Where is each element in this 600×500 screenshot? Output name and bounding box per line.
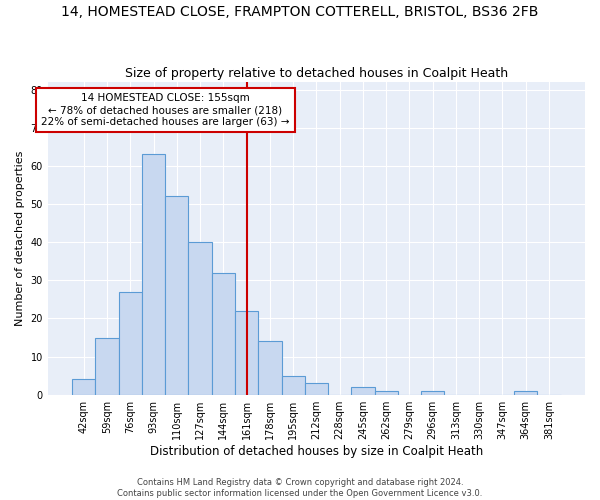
Y-axis label: Number of detached properties: Number of detached properties [15, 150, 25, 326]
Bar [235, 311, 258, 394]
Bar [305, 384, 328, 394]
Text: Contains HM Land Registry data © Crown copyright and database right 2024.
Contai: Contains HM Land Registry data © Crown c… [118, 478, 482, 498]
Bar [165, 196, 188, 394]
Bar [374, 391, 398, 394]
Text: 14, HOMESTEAD CLOSE, FRAMPTON COTTERELL, BRISTOL, BS36 2FB: 14, HOMESTEAD CLOSE, FRAMPTON COTTERELL,… [61, 5, 539, 19]
Text: 14 HOMESTEAD CLOSE: 155sqm
← 78% of detached houses are smaller (218)
22% of sem: 14 HOMESTEAD CLOSE: 155sqm ← 78% of deta… [41, 94, 289, 126]
Bar [514, 391, 538, 394]
Bar [281, 376, 305, 394]
Bar [119, 292, 142, 394]
Bar [212, 272, 235, 394]
Bar [188, 242, 212, 394]
Bar [351, 387, 374, 394]
Bar [142, 154, 165, 394]
Bar [258, 342, 281, 394]
Bar [72, 380, 95, 394]
Title: Size of property relative to detached houses in Coalpit Heath: Size of property relative to detached ho… [125, 66, 508, 80]
X-axis label: Distribution of detached houses by size in Coalpit Heath: Distribution of detached houses by size … [150, 444, 483, 458]
Bar [421, 391, 445, 394]
Bar [95, 338, 119, 394]
